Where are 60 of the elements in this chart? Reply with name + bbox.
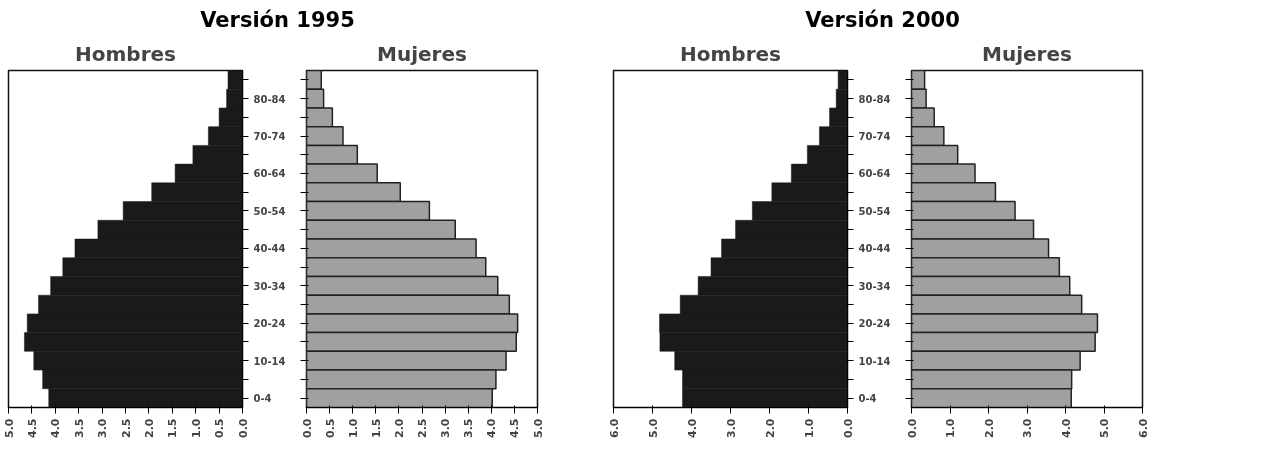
chart-subtitle: Mujeres [377,41,467,66]
y-tick-label: 10-14 [253,355,286,367]
y-tick-label: 40-44 [253,243,286,255]
y-tick-label: 30-34 [858,280,891,292]
x-tick-label: 5.0 [531,418,545,438]
x-tick-label: 0.0 [841,418,855,438]
x-tick-label: 1.0 [944,418,957,438]
chart-title: Versión 1995 [200,7,355,34]
x-tick-label: 0.5 [213,418,227,438]
y-tick-label: 60-64 [253,168,286,180]
y-tick-label: 50-54 [253,205,286,217]
y-tick-label: 20-24 [858,318,891,330]
x-tick-label: 5.0 [646,418,660,438]
y-tick-label: 50-54 [858,205,891,217]
x-tick-label: 4.0 [685,418,699,438]
x-tick-label: 1.0 [346,418,360,438]
x-tick-label: 2.0 [392,418,406,438]
x-tick-label: 5.0 [1098,418,1111,438]
x-tick-label: 0.0 [236,418,250,438]
x-tick-label: 0.0 [300,418,314,438]
y-tick-label: 10-14 [858,355,891,367]
chart-subtitle: Mujeres [982,41,1072,66]
x-tick-label: 3.5 [72,418,86,438]
x-tick-label: 4.0 [1059,418,1073,438]
y-tick-label: 20-24 [253,318,286,330]
x-tick-label: 3.5 [462,418,476,438]
x-tick-label: 5.0 [2,418,16,438]
y-tick-label: 0-4 [858,393,877,405]
y-tick-label: 80-84 [253,93,286,105]
x-tick-label: 3.0 [439,418,453,438]
x-tick-label: 4.5 [508,418,522,438]
x-tick-label: 2.0 [763,418,777,438]
x-tick-label: 3.0 [96,418,110,438]
x-tick-label: 0.5 [323,418,337,438]
x-tick-label: 1.0 [802,418,816,438]
x-tick-label: 4.0 [49,418,63,438]
x-tick-label: 2.0 [982,418,996,438]
x-tick-label: 0.0 [905,418,919,438]
y-tick-label: 80-84 [858,93,891,105]
y-tick-label: 70-74 [253,131,286,143]
x-tick-label: 6.0 [607,418,621,438]
x-tick-label: 2.5 [416,418,429,438]
x-tick-label: 2.0 [142,418,156,438]
x-tick-label: 4.5 [25,418,39,438]
x-tick-label: 6.0 [1136,418,1150,438]
x-tick-label: 3.0 [1021,418,1034,438]
y-tick-label: 60-64 [858,168,891,180]
y-tick-label: 30-34 [253,280,286,292]
x-tick-label: 2.5 [119,418,133,438]
y-tick-label: 70-74 [858,131,891,143]
x-tick-label: 4.0 [485,418,499,438]
y-tick-label: 0-4 [253,393,272,405]
x-tick-label: 1.5 [166,418,180,438]
x-tick-label: 1.0 [189,418,203,438]
x-tick-label: 1.5 [369,418,383,438]
y-tick-label: 40-44 [858,243,891,255]
x-tick-label: 3.0 [724,418,738,438]
chart-subtitle: Hombres [680,41,781,66]
chart-title: Versión 2000 [805,7,960,34]
chart-subtitle: Hombres [75,41,176,66]
